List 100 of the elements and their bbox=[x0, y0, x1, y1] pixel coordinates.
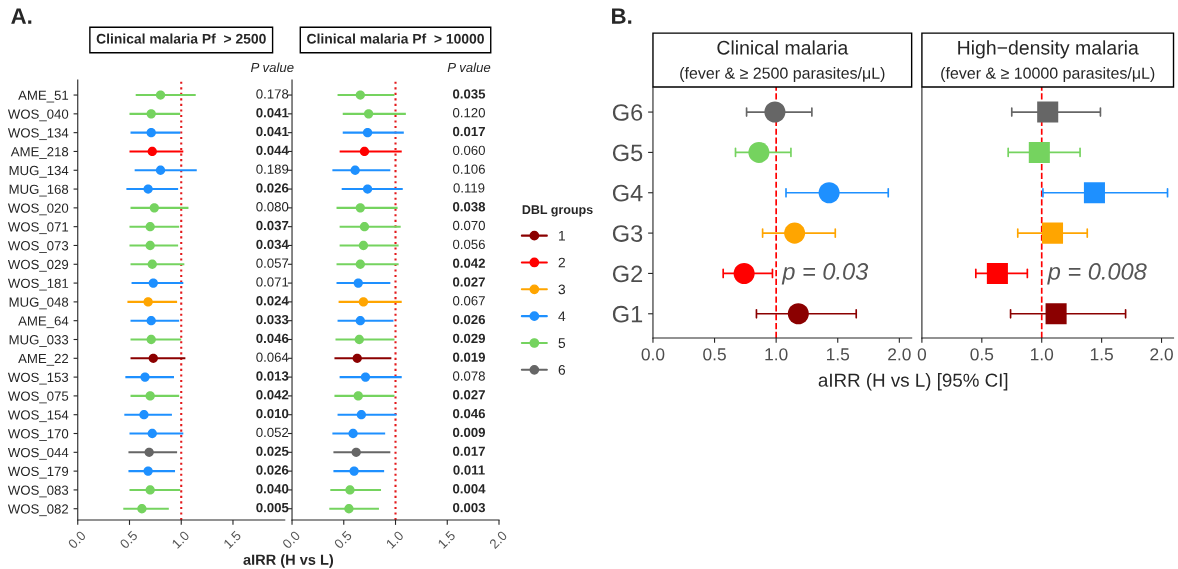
point bbox=[145, 485, 155, 495]
x-tick-label: 0 bbox=[917, 348, 927, 361]
point bbox=[345, 485, 355, 495]
legend-title: DBL groups bbox=[522, 205, 593, 217]
point bbox=[733, 262, 755, 284]
x-tick-label: 0.0 bbox=[67, 530, 87, 550]
x-tick-label: 2.0 bbox=[488, 530, 508, 550]
annotation: 0.178 bbox=[256, 89, 289, 99]
point bbox=[355, 90, 365, 100]
annotation: 0.034 bbox=[256, 239, 289, 250]
annotation: 0.027 bbox=[453, 390, 485, 400]
point bbox=[363, 109, 374, 119]
point bbox=[359, 222, 370, 232]
annotation: 0.026 bbox=[453, 314, 486, 325]
annotation: 0.019 bbox=[453, 352, 486, 362]
point bbox=[349, 466, 359, 476]
y-tick-label: WOS_075 bbox=[7, 391, 69, 404]
point bbox=[1041, 222, 1064, 244]
x-axis-title: aIRR (H vs L) [95% CI] bbox=[818, 373, 1008, 391]
y-tick-label: WOS_073 bbox=[7, 241, 69, 253]
point bbox=[155, 90, 166, 100]
annotation: 0.017 bbox=[453, 126, 485, 137]
y-tick-label: AME_22 bbox=[18, 353, 69, 366]
annotation: 0.040 bbox=[256, 484, 289, 494]
text: B. bbox=[612, 8, 632, 24]
point bbox=[145, 391, 155, 401]
point bbox=[362, 127, 373, 138]
y-tick-label: G5 bbox=[612, 144, 643, 162]
annotation: 0.027 bbox=[453, 277, 485, 287]
point bbox=[139, 410, 149, 420]
y-tick-label: WOS_029 bbox=[7, 259, 69, 272]
annotation: 0.046 bbox=[256, 333, 289, 344]
y-tick-label: WOS_181 bbox=[7, 278, 69, 291]
y-tick-label: WOS_020 bbox=[7, 203, 69, 216]
point bbox=[358, 297, 369, 307]
annotation: 0.024 bbox=[256, 296, 289, 306]
annotation: 0.029 bbox=[453, 333, 486, 344]
y-tick-label: G6 bbox=[612, 104, 643, 121]
text: A. bbox=[11, 8, 32, 24]
point bbox=[147, 146, 157, 157]
annotation: 0.003 bbox=[453, 502, 486, 513]
annotation: 0.042 bbox=[453, 258, 485, 268]
annotation: 0.080 bbox=[256, 202, 289, 212]
point bbox=[143, 297, 153, 307]
annotation: 0.026 bbox=[256, 465, 289, 475]
annotation: 0.106 bbox=[453, 164, 485, 174]
legend-label: 5 bbox=[558, 338, 566, 348]
point bbox=[1037, 101, 1059, 123]
chart-title: High−density malaria bbox=[958, 40, 1139, 59]
point bbox=[355, 316, 365, 326]
annotation: 0.060 bbox=[453, 145, 485, 155]
y-tick-label: WOS_170 bbox=[7, 429, 69, 441]
point bbox=[146, 109, 156, 119]
point bbox=[348, 428, 358, 439]
y-tick-label: AME_64 bbox=[18, 316, 69, 329]
y-tick-label: G2 bbox=[612, 265, 643, 283]
point bbox=[352, 353, 362, 363]
point bbox=[148, 278, 158, 288]
annotation: 0.011 bbox=[453, 465, 485, 475]
y-tick-label: WOS_153 bbox=[7, 372, 69, 385]
annotation: 0.004 bbox=[453, 484, 486, 494]
annotation: 0.033 bbox=[256, 314, 289, 325]
x-tick-label: 0.0 bbox=[641, 348, 665, 361]
legend-label: 6 bbox=[558, 364, 566, 375]
y-tick-label: MUG_033 bbox=[9, 335, 69, 347]
point bbox=[143, 466, 153, 476]
point bbox=[145, 240, 155, 251]
x-tick-label: 0.5 bbox=[970, 348, 994, 361]
annotation: 0.119 bbox=[453, 183, 485, 193]
chart-title: Clinical malaria Pf > 2500 bbox=[96, 33, 266, 44]
x-tick-label: 0.5 bbox=[119, 530, 139, 550]
y-tick-label: AME_218 bbox=[10, 147, 69, 159]
point bbox=[149, 203, 159, 213]
point bbox=[354, 334, 364, 345]
point bbox=[145, 222, 155, 232]
annotation: 0.052 bbox=[256, 427, 289, 438]
point bbox=[146, 316, 156, 326]
legend-label: 1 bbox=[559, 230, 566, 241]
point bbox=[986, 262, 1008, 284]
annotation: 0.037 bbox=[256, 220, 289, 231]
point bbox=[351, 447, 361, 457]
annotation: 0.064 bbox=[256, 352, 289, 362]
y-tick-label: MUG_048 bbox=[9, 297, 69, 310]
text: P value bbox=[250, 62, 294, 73]
point bbox=[155, 165, 166, 175]
point bbox=[148, 353, 158, 363]
point bbox=[140, 372, 150, 382]
point bbox=[764, 101, 786, 123]
y-tick-label: G1 bbox=[612, 305, 643, 323]
y-tick-label: WOS_071 bbox=[7, 222, 69, 235]
point bbox=[147, 428, 157, 439]
point bbox=[362, 184, 373, 194]
y-tick-label: MUG_134 bbox=[9, 165, 69, 178]
point bbox=[787, 303, 809, 325]
point bbox=[147, 259, 157, 269]
annotation: 0.041 bbox=[256, 126, 289, 137]
annotation: 0.026 bbox=[256, 183, 289, 193]
x-tick-label: 0.0 bbox=[281, 530, 301, 550]
y-tick-label: G4 bbox=[612, 184, 643, 202]
y-tick-label: WOS_134 bbox=[7, 128, 69, 141]
